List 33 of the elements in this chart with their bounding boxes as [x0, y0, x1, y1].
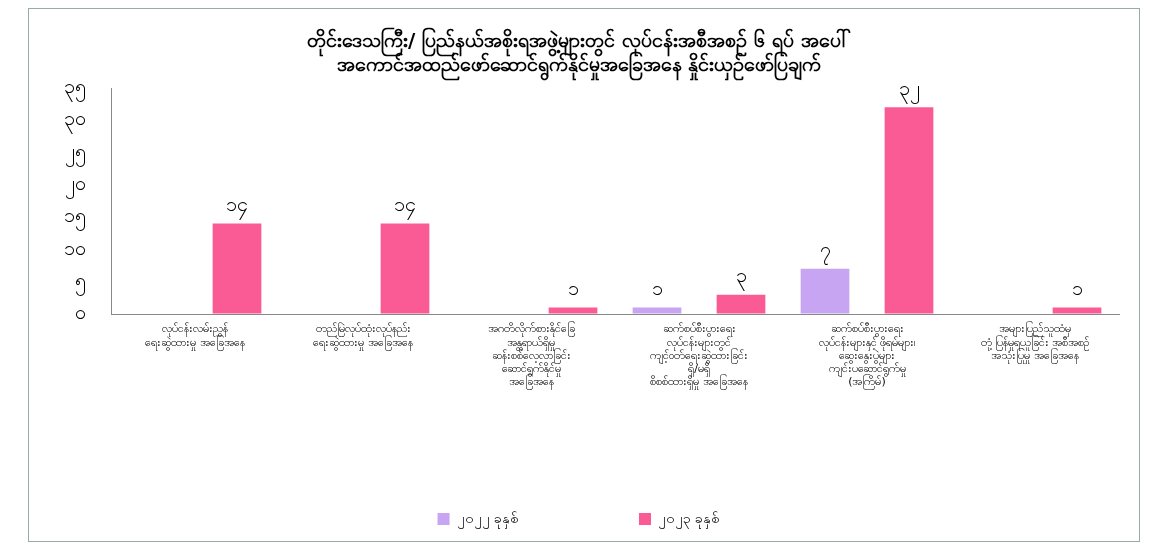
data-label: ၃၂: [898, 75, 920, 104]
data-label: ၁၄: [226, 191, 248, 220]
y-tick-label: ၀: [75, 300, 86, 325]
bar: [632, 307, 682, 314]
x-tick-label: ဆက်စပ်စီးပွားရေး လုပ်ငန်းများနှင့် ဖိုရမ်များ၊ ဆွေးနွေးပွဲများ ကျင်းပဆောင်ရွက်မှု (အကြိမ်): [818, 322, 916, 391]
bar: [884, 107, 934, 314]
x-tick-label: တည်မြဲလုပ်ထုံးလုပ်နည်း ရေးဆွဲထားမှု အခြေအနေ: [313, 322, 413, 351]
x-tick-label: ဆက်စပ်စီးပွားရေး လုပ်ငန်းများတွင် ကျင့်ဝတ်ရေးဆွဲထားခြင်း ရှိ/မရှိ စိစစ်ထားရှိမှု အခြေအနေ: [650, 322, 748, 391]
bar: [212, 223, 262, 314]
legend-label: ၂၀၂၂ ခုနှစ်: [456, 509, 519, 529]
data-label: ၁: [567, 275, 579, 300]
y-tick-label: ၅: [75, 267, 86, 296]
x-tick-label: အများပြည်သူထံမှ တုံ့ပြန်မှုရယူခြင်း အစီအစဉ် အသုံးပြုမှု အခြေအနေ: [980, 321, 1090, 364]
y-tick-label: ၂၀: [65, 171, 86, 200]
y-tick-label: ၃၀: [64, 106, 86, 135]
y-tick-label: ၂၅: [65, 138, 86, 167]
y-tick-label: ၃၅: [64, 74, 86, 103]
y-tick-label: ၁၅: [64, 203, 86, 232]
data-label: ၁: [1071, 275, 1083, 300]
legend-label: ၂၀၂၃ ခုနှစ်: [658, 509, 721, 529]
bar: [800, 268, 850, 314]
x-tick-label: လုပ်ငန်းလမ်းညွှန် ရေးဆွဲထားမှု အခြေအနေ: [145, 322, 245, 351]
bar: [548, 307, 598, 314]
bar: [1052, 307, 1102, 314]
data-label: ၇: [819, 237, 831, 265]
data-label: ၃: [735, 262, 747, 291]
y-tick-label: ၁၀: [64, 235, 86, 260]
bar: [380, 223, 430, 314]
bar: [716, 294, 766, 314]
x-tick-label: အဂတိလိုက်စားနိုင်ခြေ အန္တရာယ်ရှိမှု ဆန်းစစ်လေ့လာခြင်း ဆောင်ရွက်နိုင်မှု အခြေအနေ: [487, 321, 575, 391]
data-label: ၁၄: [394, 191, 416, 220]
chart-title: တိုင်းဒေသကြီး/ ပြည်နယ်အစိုးရအဖွဲ့များတွင် လုပ်ငန်းအစီအစဉ် ၆ ရပ် အပေါ် အကောင်အထည်ဖော်ဆောင်ရွက်နိုင်မှုအခြေအနေ နှိုင်းယှဉ်ဖော်ပြချက်: [306, 27, 852, 82]
data-label: ၁: [651, 275, 663, 300]
